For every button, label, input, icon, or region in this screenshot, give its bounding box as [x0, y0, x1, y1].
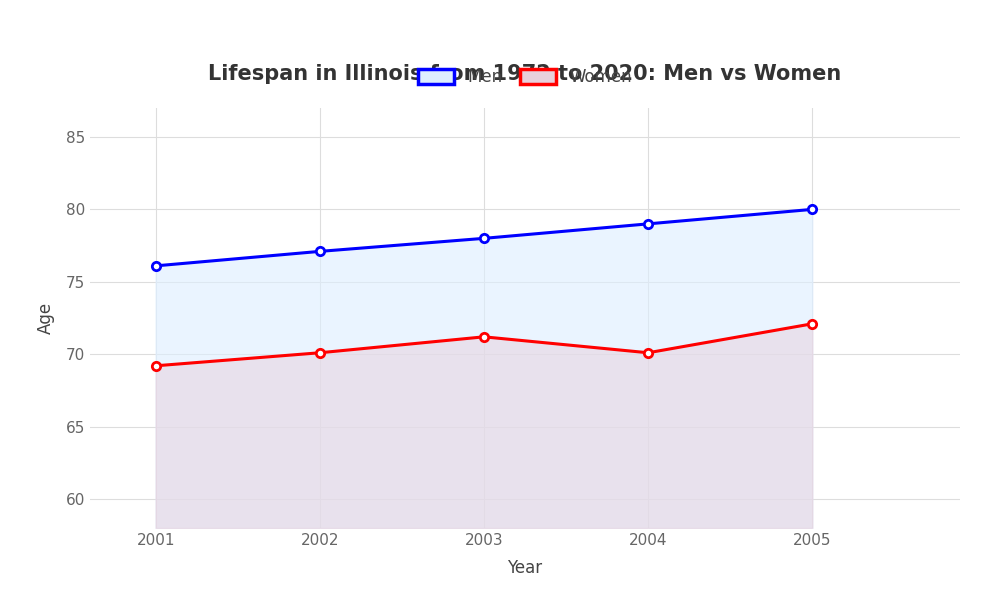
- Y-axis label: Age: Age: [37, 302, 55, 334]
- Legend: Men, Women: Men, Women: [411, 62, 639, 93]
- Title: Lifespan in Illinois from 1972 to 2020: Men vs Women: Lifespan in Illinois from 1972 to 2020: …: [208, 64, 842, 84]
- X-axis label: Year: Year: [507, 559, 543, 577]
